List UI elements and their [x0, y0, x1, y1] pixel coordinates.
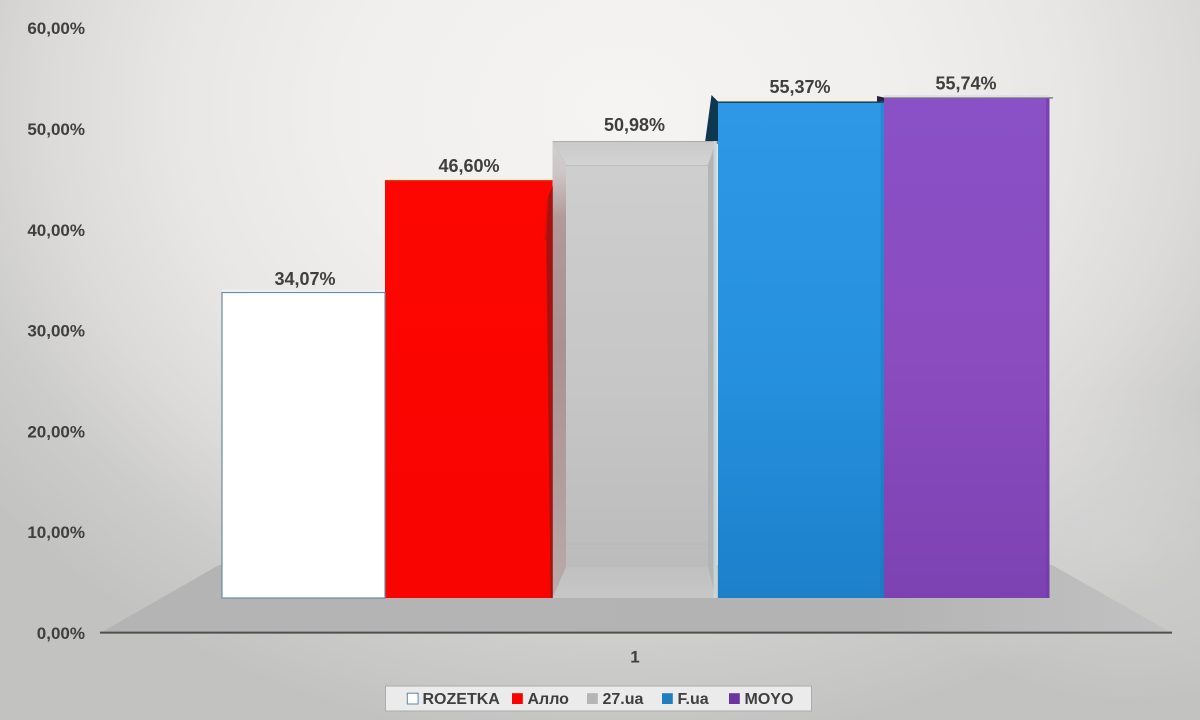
svg-text:10,00%: 10,00%: [27, 523, 85, 542]
svg-text:F.ua: F.ua: [678, 691, 709, 708]
svg-text:55,74%: 55,74%: [935, 74, 996, 94]
svg-text:40,00%: 40,00%: [27, 221, 85, 240]
svg-text:55,37%: 55,37%: [769, 77, 830, 97]
svg-text:27.ua: 27.ua: [603, 691, 644, 708]
svg-text:50,98%: 50,98%: [604, 115, 665, 135]
svg-text:MOYO: MOYO: [745, 691, 794, 708]
svg-text:ROZETKA: ROZETKA: [423, 691, 501, 708]
svg-text:46,60%: 46,60%: [438, 156, 499, 176]
svg-text:Алло: Алло: [528, 691, 570, 708]
svg-text:50,00%: 50,00%: [27, 120, 85, 139]
svg-text:1: 1: [630, 648, 639, 667]
svg-text:30,00%: 30,00%: [27, 322, 85, 341]
svg-text:20,00%: 20,00%: [27, 422, 85, 441]
svg-text:60,00%: 60,00%: [27, 19, 85, 38]
svg-text:34,07%: 34,07%: [274, 269, 335, 289]
svg-text:0,00%: 0,00%: [37, 624, 85, 643]
